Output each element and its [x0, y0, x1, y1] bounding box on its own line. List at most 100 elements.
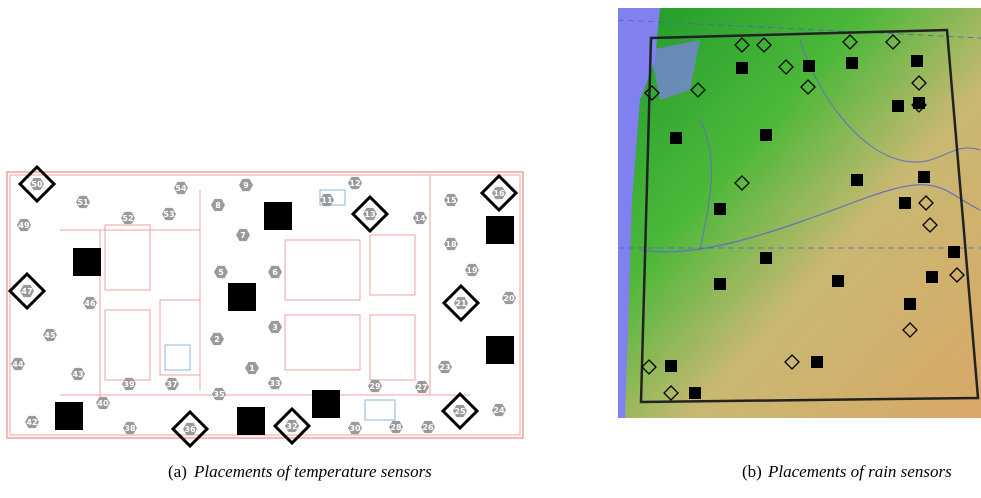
sensor-hexagon [162, 207, 176, 221]
sensor: 5 [214, 265, 228, 279]
sensor-hexagon [210, 332, 224, 346]
diamond-marker [918, 195, 934, 211]
diamond-marker [784, 354, 800, 370]
square-marker [670, 132, 682, 144]
diamond-marker [690, 82, 706, 98]
sensor-label: 28 [390, 423, 402, 432]
sensor-label: 26 [422, 423, 434, 432]
sensor-layer [641, 34, 965, 401]
sensor: 44 [11, 357, 25, 371]
sensor: 12 [348, 176, 362, 190]
sensor: 18 [444, 237, 458, 251]
sensor-label: 21 [455, 299, 467, 308]
sensor-hexagon [25, 415, 39, 429]
diamond-marker [479, 173, 519, 213]
sensor-hexagon [348, 176, 362, 190]
sensor: 3 [268, 320, 282, 334]
sensor-hexagon [214, 265, 228, 279]
sensor-hexagon [211, 198, 225, 212]
sensor: 19 [465, 263, 479, 277]
sensor-label: 23 [439, 363, 450, 372]
square-marker [486, 216, 514, 244]
sensor-hexagon [174, 181, 188, 195]
map [617, 8, 981, 418]
square-marker [264, 202, 292, 230]
sensor-label: 13 [364, 210, 375, 219]
square-marker [760, 252, 772, 264]
sensor-hexagon [454, 296, 468, 310]
sensor-hexagon [320, 193, 334, 207]
sensor-label: 54 [175, 184, 187, 193]
sensor-hexagon [20, 284, 34, 298]
sensor: 52 [121, 211, 135, 225]
diamond-marker [641, 359, 657, 375]
sensor-label: 51 [77, 198, 89, 207]
caption-label: (b) [742, 462, 762, 481]
sensor: 7 [236, 228, 250, 242]
diamond-marker [911, 75, 927, 91]
sensor-hexagon [239, 178, 253, 192]
sensor-label: 11 [321, 196, 333, 205]
square-marker [736, 62, 748, 74]
square-marker [811, 356, 823, 368]
sensor: 36 [183, 422, 197, 436]
diamond-marker [350, 194, 390, 234]
square-marker [851, 174, 863, 186]
sensor-hexagon [453, 404, 467, 418]
caption: Placements of rain sensors [767, 462, 952, 481]
diamond-marker [778, 59, 794, 75]
square-marker [714, 203, 726, 215]
caption-label: (a) [168, 462, 187, 481]
sensor: 29 [368, 379, 382, 393]
sensor-label: 33 [269, 379, 280, 388]
sensor-label: 6 [272, 268, 278, 277]
sensor-label: 27 [416, 383, 427, 392]
sensor: 43 [71, 367, 85, 381]
square-marker [948, 246, 960, 258]
square-marker [760, 129, 772, 141]
sensor: 16 [492, 186, 506, 200]
sensor-label: 53 [163, 210, 174, 219]
sensor-label: 14 [414, 214, 426, 223]
square-marker [918, 171, 930, 183]
sensor-hexagon [465, 263, 479, 277]
sensor: 21 [454, 296, 468, 310]
sensor-hexagon [492, 186, 506, 200]
sensor-label: 8 [215, 201, 221, 210]
sensor-label: 12 [349, 179, 360, 188]
sensor-label: 42 [26, 418, 37, 427]
sensor: 37 [165, 377, 179, 391]
sensor: 26 [421, 420, 435, 434]
sensor: 11 [320, 193, 334, 207]
square-marker [892, 100, 904, 112]
sensor-hexagon [363, 207, 377, 221]
diamond-marker [17, 164, 57, 204]
sensor-label: 1 [249, 364, 255, 373]
sensor: 49 [17, 218, 31, 232]
square-marker [73, 248, 101, 276]
sensor: 47 [20, 284, 34, 298]
sensor-label: 40 [97, 399, 109, 408]
sensor-label: 49 [18, 221, 30, 230]
square-marker [689, 387, 701, 399]
sensor-hexagon [268, 265, 282, 279]
sensor-hexagon [121, 211, 135, 225]
square-marker [899, 197, 911, 209]
sensor-hexagon [212, 387, 226, 401]
sensor-label: 39 [123, 380, 135, 389]
sensor: 38 [123, 421, 137, 435]
square-marker [911, 55, 923, 67]
diamond-marker [902, 322, 918, 338]
sensor: 32 [285, 419, 299, 433]
sensor-label: 46 [84, 299, 96, 308]
sensor-hexagon [368, 379, 382, 393]
diamond-marker [663, 385, 679, 401]
sensor: 23 [438, 360, 452, 374]
sensor-hexagon [438, 360, 452, 374]
sensor-hexagon [43, 328, 57, 342]
sensor: 14 [413, 211, 427, 225]
sensor-label: 16 [493, 189, 505, 198]
sensor: 45 [43, 328, 57, 342]
diamond-marker [644, 85, 660, 101]
